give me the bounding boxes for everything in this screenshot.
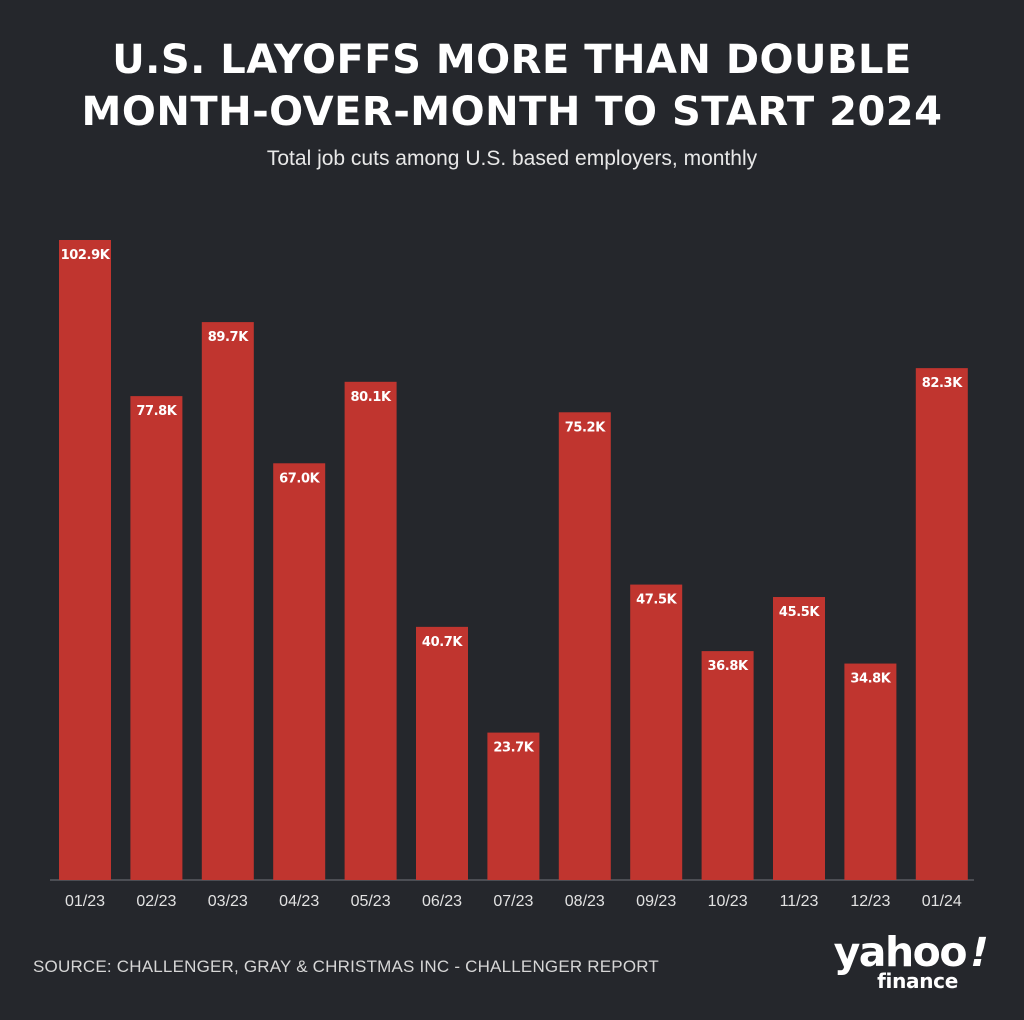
data-label: 75.2K [565, 420, 606, 435]
chart-title: U.S. LAYOFFS MORE THAN DOUBLE MONTH-OVER… [0, 34, 1024, 138]
x-tick-label: 09/23 [636, 893, 676, 910]
data-label: 45.5K [779, 605, 820, 620]
x-tick-label: 01/24 [922, 893, 962, 910]
data-label: 47.5K [636, 593, 677, 608]
x-tick-label: 01/23 [65, 893, 105, 910]
bar [130, 396, 183, 880]
bar [59, 240, 111, 880]
data-label: 102.9K [61, 248, 111, 263]
data-label: 89.7K [208, 330, 249, 345]
x-tick-label: 05/23 [351, 893, 391, 910]
data-label: 40.7K [422, 635, 463, 650]
data-label: 23.7K [493, 741, 534, 756]
data-label: 80.1K [351, 390, 392, 405]
x-tick-label: 06/23 [422, 893, 462, 910]
bar [558, 412, 611, 880]
bar [344, 381, 397, 880]
source-note: SOURCE: CHALLENGER, GRAY & CHRISTMAS INC… [33, 957, 660, 976]
x-tick-label: 12/23 [850, 893, 890, 910]
bar [630, 584, 683, 880]
logo-wordmark-finance: finance [877, 969, 958, 993]
bar [487, 732, 540, 880]
x-tick-label: 08/23 [565, 893, 605, 910]
bar [773, 597, 825, 880]
data-label: 77.8K [136, 404, 177, 419]
logo-wordmark-yahoo: yahoo [833, 928, 968, 976]
title-line-1: U.S. LAYOFFS MORE THAN DOUBLE [112, 37, 912, 83]
bar [416, 626, 468, 880]
x-tick-label: 02/23 [136, 893, 176, 910]
data-label: 82.3K [922, 376, 963, 391]
data-label: 67.0K [279, 471, 320, 486]
x-tick-label: 10/23 [708, 893, 748, 910]
yahoo-finance-logo: yahoo ! finance [834, 930, 996, 1000]
x-tick-label: 04/23 [279, 893, 319, 910]
data-label: 36.8K [708, 659, 749, 674]
bar [915, 368, 968, 880]
logo-exclamation: ! [964, 930, 993, 976]
bar [273, 463, 326, 880]
bar [844, 663, 897, 880]
bar [701, 651, 754, 880]
x-tick-label: 11/23 [780, 893, 819, 910]
bar-chart: 102.9K 01/23 77.8K 02/23 89.7K 03/23 67.0K 04/2… [50, 240, 974, 910]
x-tick-label: 03/23 [208, 893, 248, 910]
title-line-2: MONTH-OVER-MONTH TO START 2024 [81, 89, 943, 135]
data-label: 34.8K [850, 672, 891, 687]
chart-subtitle: Total job cuts among U.S. based employer… [266, 147, 758, 170]
bar [201, 322, 254, 880]
x-tick-label: 07/23 [493, 893, 533, 910]
